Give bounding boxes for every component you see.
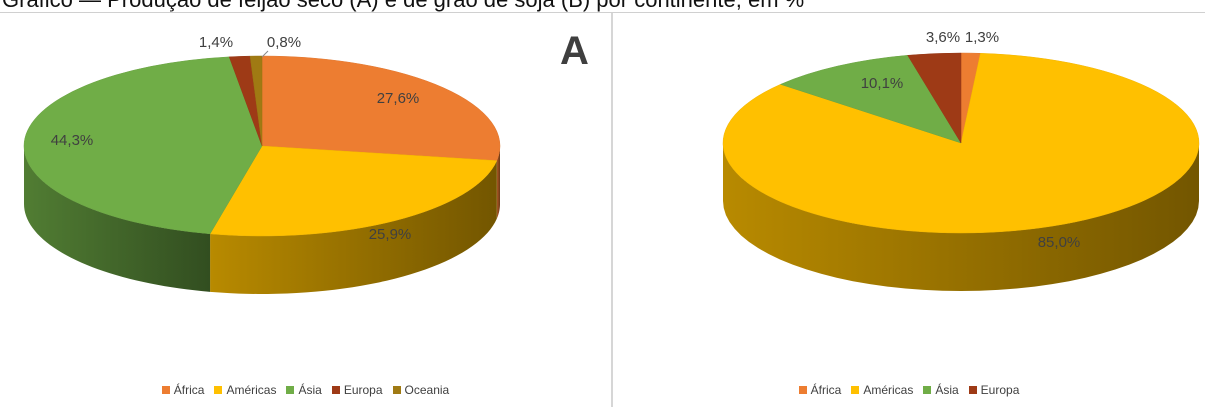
pie-chart-a: 27,6% 25,9% 44,3% 1,4% 0,8% (23, 34, 501, 294)
legend-label: África (810, 383, 842, 397)
data-label-americas: 85,0% (1038, 234, 1081, 251)
pie-top (23, 55, 501, 237)
pie-chart-b: 1,3% 85,0% 10,1% 3,6% (722, 29, 1200, 291)
legend-label: Américas (863, 383, 914, 397)
legend-swatch (161, 386, 170, 394)
legend-a: África Américas Ásia Europa Oceania (0, 383, 611, 397)
legend-swatch (286, 386, 295, 394)
pie-slice-oceania (249, 55, 263, 147)
legend-label: Europa (980, 383, 1020, 397)
pie-slice-africa (261, 55, 501, 161)
pie-side-americas (210, 160, 497, 294)
legend-swatch (331, 386, 340, 394)
data-label-africa: 1,3% (965, 29, 999, 46)
legend-item-europa: Europa (331, 383, 383, 397)
legend-label: África (173, 383, 205, 397)
panel-divider (611, 13, 613, 407)
pie-top (722, 52, 1200, 234)
legend-swatch (798, 386, 807, 394)
data-label-asia: 44,3% (51, 132, 94, 149)
legend-item-americas: Américas (214, 383, 276, 397)
legend-item-africa: África (798, 383, 842, 397)
pie-side-walls (24, 146, 500, 294)
top-rule (0, 12, 1205, 13)
legend-label: Oceania (404, 383, 450, 397)
panel-a: 27,6% 25,9% 44,3% 1,4% 0,8% A África Américas… (0, 13, 611, 407)
data-label-europa: 3,6% (926, 29, 960, 46)
data-label-asia: 10,1% (861, 75, 904, 92)
legend-swatch (214, 386, 223, 394)
legend-item-asia: Ásia (286, 383, 322, 397)
legend-label: Europa (343, 383, 383, 397)
data-label-americas: 25,9% (369, 226, 412, 243)
legend-swatch (392, 386, 401, 394)
pie-side-americas (723, 143, 1199, 291)
legend-item-oceania: Oceania (392, 383, 450, 397)
panel-label-a: A (560, 29, 589, 73)
panel-b: 1,3% 85,0% 10,1% 3,6% África Américas Ásia Eur… (613, 13, 1205, 407)
pie-side-walls (723, 143, 1199, 291)
legend-label: Ásia (935, 383, 959, 397)
legend-swatch (923, 386, 932, 394)
data-label-oceania: 0,8% (267, 34, 301, 51)
legend-label: Ásia (298, 383, 322, 397)
chart-caption-strip: Gráfico — Produção de feijão seco (A) e … (0, 0, 1205, 14)
data-label-europa: 1,4% (199, 34, 233, 51)
legend-item-europa: Europa (968, 383, 1020, 397)
legend-item-americas: Américas (851, 383, 913, 397)
data-label-leader-line (261, 50, 269, 58)
legend-swatch (851, 386, 860, 394)
pie-slice-asia (779, 55, 962, 144)
legend-label: Américas (226, 383, 277, 397)
legend-swatch (968, 386, 977, 394)
chart-caption: Gráfico — Produção de feijão seco (A) e … (2, 0, 804, 13)
pie-side-africa (496, 146, 500, 219)
pie-slice-asia (23, 56, 263, 235)
legend-b: África Américas Ásia Europa (613, 383, 1205, 397)
pie-slice-americas (209, 145, 498, 237)
pie-side-asia (24, 146, 211, 292)
legend-item-asia: Ásia (923, 383, 959, 397)
pie-slice-europa (907, 52, 962, 144)
legend-item-africa: África (161, 383, 205, 397)
data-label-africa: 27,6% (377, 90, 420, 107)
